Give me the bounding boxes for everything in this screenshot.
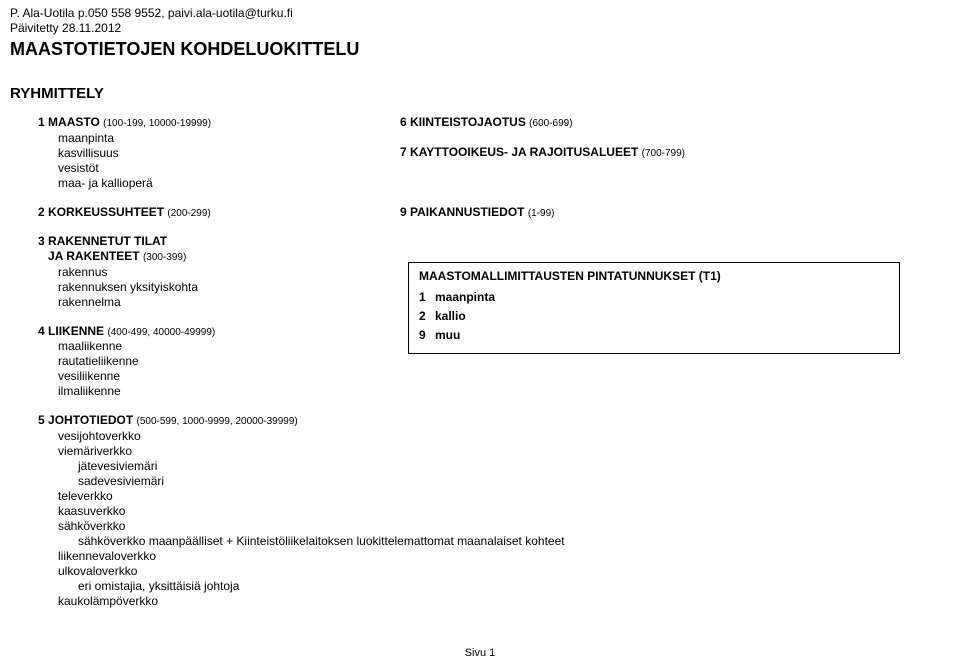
g5-item: sadevesiviemäri [38, 474, 950, 489]
g5-item: kaasuverkko [38, 504, 950, 519]
g3-item: rakennelma [38, 295, 400, 310]
group-9-num: 9 [400, 205, 407, 219]
group-6-num: 6 [400, 115, 407, 129]
section-title: RYHMITTELY [10, 85, 950, 104]
g3-item: rakennuksen yksityiskohta [38, 280, 400, 295]
g4-item: ilmaliikenne [38, 384, 400, 399]
g5-item: sähköverkko [38, 519, 950, 534]
surface-num: 1 [419, 290, 435, 305]
group-3-subname: JA RAKENTEET [48, 249, 140, 263]
g5-item: jätevesiviemäri [38, 459, 950, 474]
g5-item: kaukolämpöverkko [38, 594, 950, 609]
group-1-range: (100-199, 10000-19999) [103, 118, 211, 129]
g4-item: rautatieliikenne [38, 354, 400, 369]
g5-item: viemäriverkko [38, 444, 950, 459]
group-9-name: PAIKANNUSTIEDOT [410, 205, 524, 219]
group-7-range: (700-799) [642, 148, 685, 159]
group-2-num: 2 [38, 205, 45, 219]
g3-item: rakennus [38, 265, 400, 280]
g5-item: sähköverkko maanpäälliset + Kiinteistöli… [38, 534, 950, 549]
group-2-range: (200-299) [167, 208, 210, 219]
group-5-block: 5 JOHTOTIEDOT (500-599, 1000-9999, 20000… [10, 413, 950, 609]
surface-row: 1 maanpinta [419, 290, 889, 305]
document-page: P. Ala-Uotila p.050 558 9552, paivi.ala-… [0, 0, 960, 665]
surface-label: maanpinta [435, 290, 495, 305]
group-4-range: (400-499, 40000-49999) [107, 327, 215, 338]
g4-item: maaliikenne [38, 339, 400, 354]
group-1-head: 1 MAASTO (100-199, 10000-19999) [38, 115, 400, 131]
group-1-num: 1 [38, 115, 45, 129]
group-7-name: KAYTTOOIKEUS- JA RAJOITUSALUEET [410, 145, 638, 159]
surface-num: 9 [419, 328, 435, 343]
group-3-range: (300-399) [143, 252, 186, 263]
group-9-range: (1-99) [528, 208, 555, 219]
g5-item: liikennevaloverkko [38, 549, 950, 564]
surface-label: muu [435, 328, 460, 343]
row-3: 3 RAKENNETUT TILAT 3 JA RAKENTEET (300-3… [10, 234, 950, 399]
group-7-num: 7 [400, 145, 407, 159]
g5-item: televerkko [38, 489, 950, 504]
group-1-name: MAASTO [48, 115, 100, 129]
group-7-head: 7 KAYTTOOIKEUS- JA RAJOITUSALUEET (700-7… [400, 145, 950, 161]
g1-item: maa- ja kallioperä [38, 176, 400, 191]
group-3-head: 3 RAKENNETUT TILAT [38, 234, 400, 249]
page-footer: Sivu 1 [0, 647, 960, 661]
surface-row: 9 muu [419, 328, 889, 343]
group-3-name: RAKENNETUT TILAT [48, 234, 167, 248]
contact-line: P. Ala-Uotila p.050 558 9552, paivi.ala-… [10, 6, 950, 21]
surface-box: MAASTOMALLIMITTAUSTEN PINTATUNNUKSET (T1… [408, 262, 900, 354]
group-5-head: 5 JOHTOTIEDOT (500-599, 1000-9999, 20000… [38, 413, 950, 429]
group-4-head: 4 LIIKENNE (400-499, 40000-49999) [38, 324, 400, 340]
surface-label: kallio [435, 309, 466, 324]
group-6-range: (600-699) [529, 118, 572, 129]
g1-item: kasvillisuus [38, 146, 400, 161]
row-2: 2 KORKEUSSUHTEET (200-299) 9 PAIKANNUSTI… [10, 205, 950, 221]
g1-item: vesistöt [38, 161, 400, 176]
g5-item: eri omistajia, yksittäisiä johtoja [38, 579, 950, 594]
group-5-name: JOHTOTIEDOT [48, 413, 133, 427]
group-2-name: KORKEUSSUHTEET [48, 205, 164, 219]
group-4-name: LIIKENNE [48, 324, 104, 338]
group-9-head: 9 PAIKANNUSTIEDOT (1-99) [400, 205, 950, 221]
group-5-range: (500-599, 1000-9999, 20000-39999) [137, 416, 298, 427]
g5-item: vesijohtoverkko [38, 429, 950, 444]
group-5-num: 5 [38, 413, 45, 427]
row-1: 1 MAASTO (100-199, 10000-19999) maanpint… [10, 115, 950, 191]
group-3-num: 3 [38, 234, 45, 248]
group-3-sub: 3 JA RAKENTEET (300-399) [38, 249, 400, 265]
g1-item: maanpinta [38, 131, 400, 146]
surface-row: 2 kallio [419, 309, 889, 324]
document-title: MAASTOTIETOJEN KOHDELUOKITTELU [10, 38, 950, 61]
g4-item: vesiliikenne [38, 369, 400, 384]
group-6-head: 6 KIINTEISTOJAOTUS (600-699) [400, 115, 950, 131]
group-4-num: 4 [38, 324, 45, 338]
updated-line: Päivitetty 28.11.2012 [10, 21, 950, 36]
g5-item: ulkovaloverkko [38, 564, 950, 579]
surface-box-title: MAASTOMALLIMITTAUSTEN PINTATUNNUKSET (T1… [419, 269, 889, 284]
group-6-name: KIINTEISTOJAOTUS [410, 115, 526, 129]
surface-num: 2 [419, 309, 435, 324]
group-2-head: 2 KORKEUSSUHTEET (200-299) [38, 205, 400, 221]
